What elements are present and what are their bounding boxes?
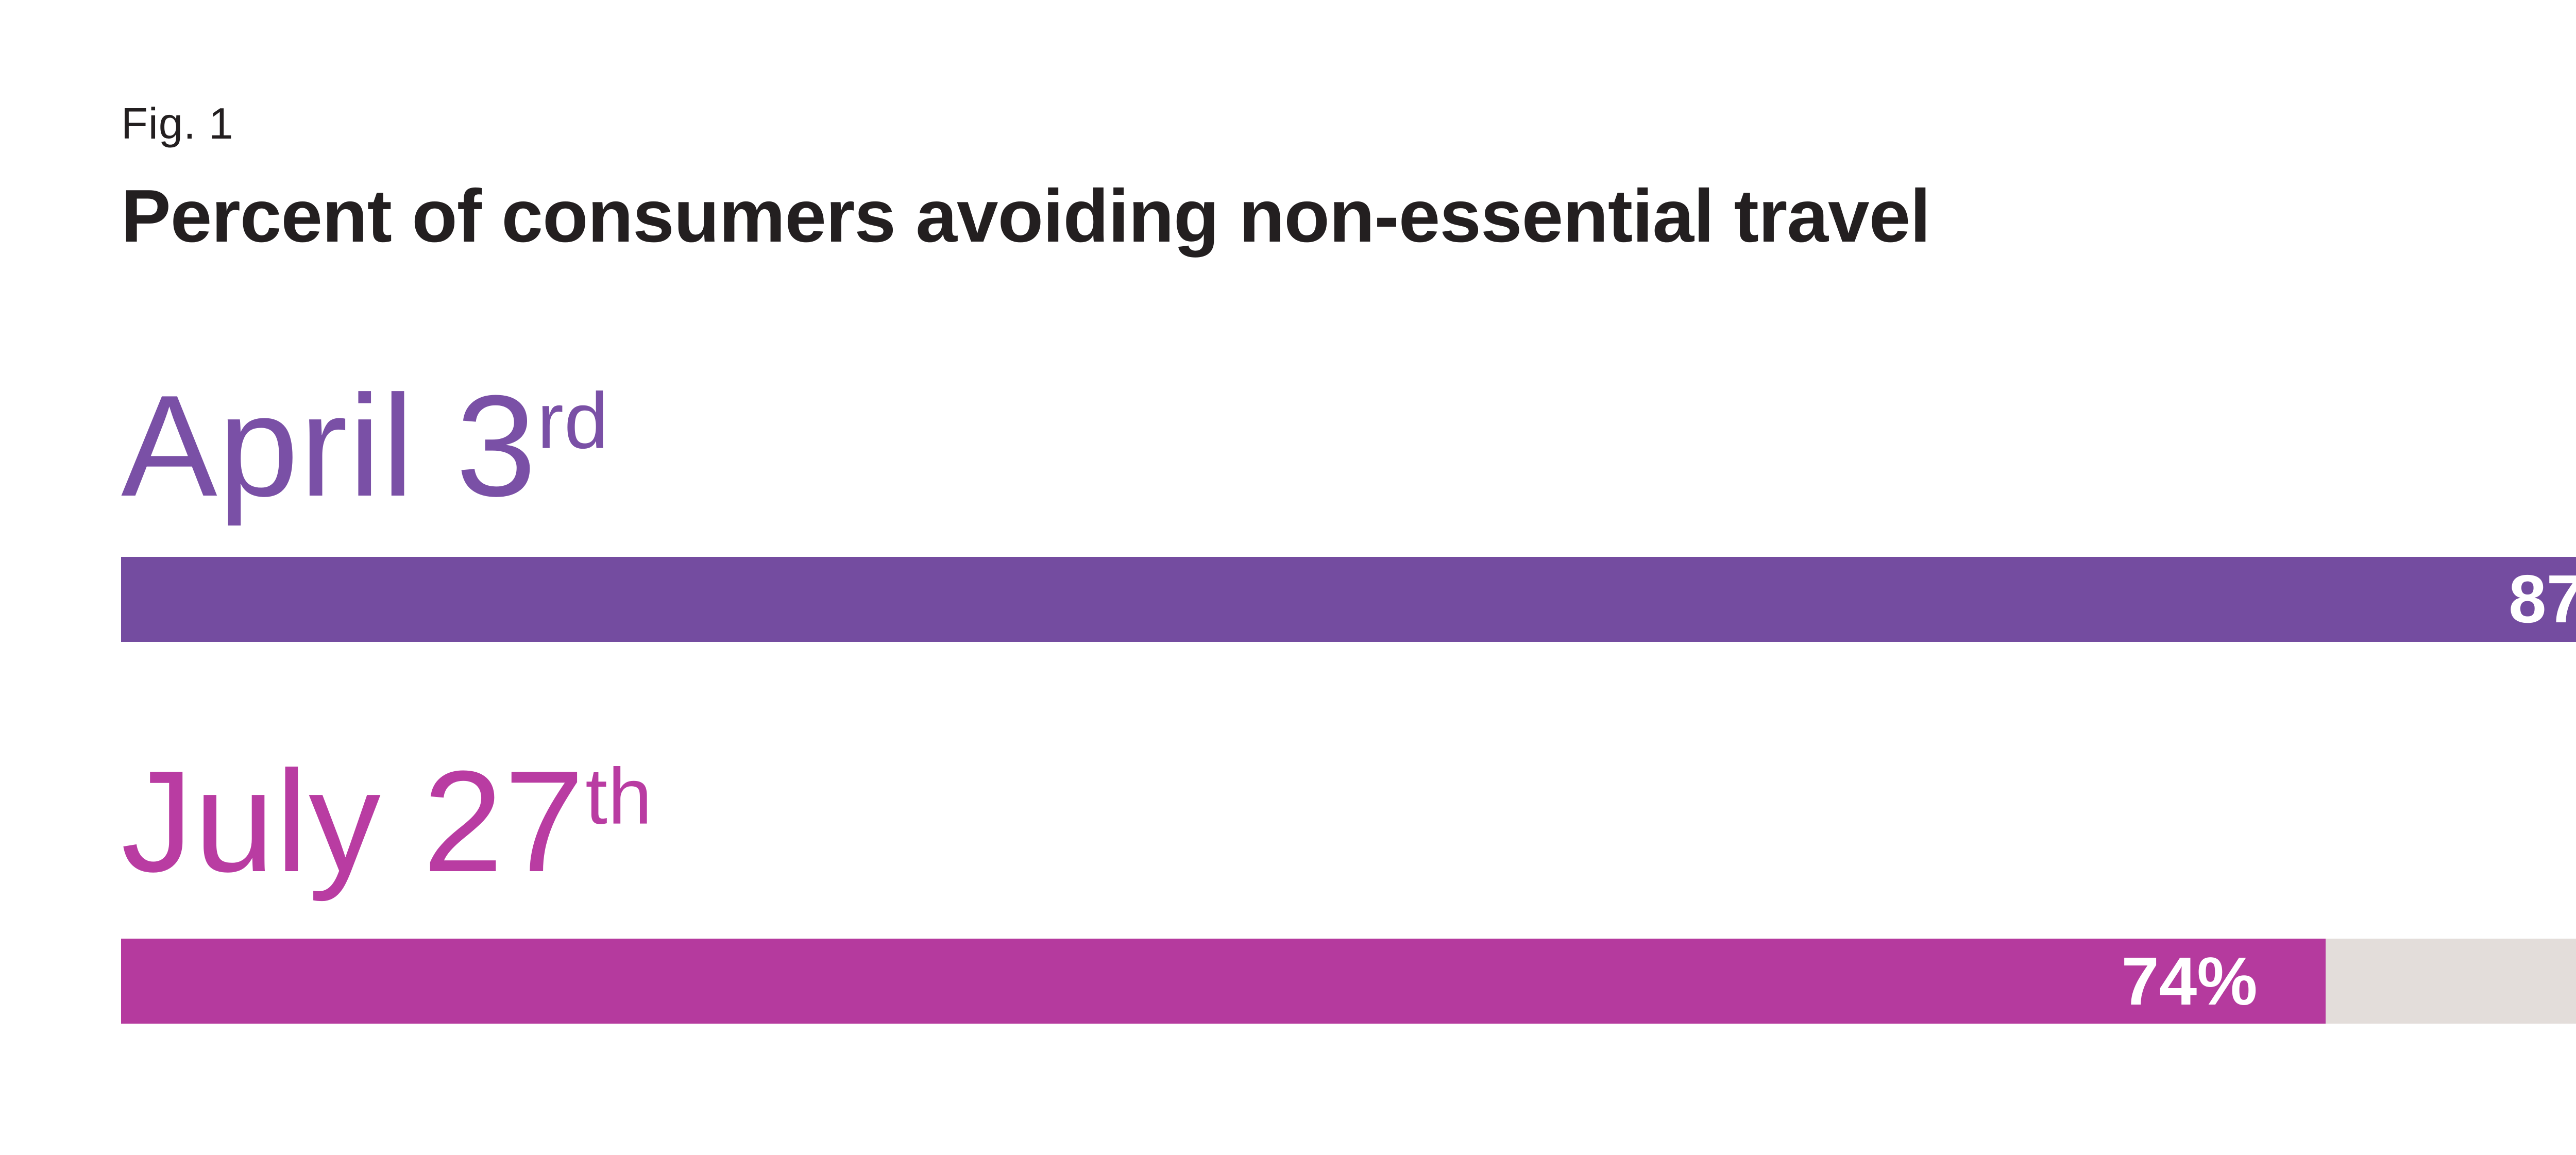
chart-title: Percent of consumers avoiding non-essent… bbox=[121, 174, 1931, 258]
bar-row-july-27th: July 27th 74% bbox=[121, 744, 2576, 1024]
figure-number: Fig. 1 bbox=[121, 99, 234, 148]
category-label-text: April 3 bbox=[121, 365, 537, 526]
ordinal-suffix: th bbox=[585, 752, 653, 841]
figure-content: Fig. 1 Percent of consumers avoiding non… bbox=[121, 0, 2576, 1024]
bar-track-april-3rd: 87% bbox=[121, 556, 2576, 642]
bar-fill-april-3rd: 87% bbox=[121, 556, 2576, 642]
category-label-april-3rd: April 3rd bbox=[121, 368, 2576, 524]
category-label-text: July 27 bbox=[121, 741, 586, 902]
bar-fill-july-27th: 74% bbox=[121, 939, 2326, 1024]
bar-track-july-27th: 74% bbox=[121, 939, 2576, 1024]
bar-row-april-3rd: April 3rd 87% bbox=[121, 368, 2576, 642]
ordinal-suffix: rd bbox=[537, 376, 609, 465]
bar-value-label-july-27th: 74% bbox=[2121, 943, 2258, 1019]
bar-value-label-april-3rd: 87% bbox=[2509, 561, 2576, 637]
category-label-july-27th: July 27th bbox=[121, 744, 2576, 899]
